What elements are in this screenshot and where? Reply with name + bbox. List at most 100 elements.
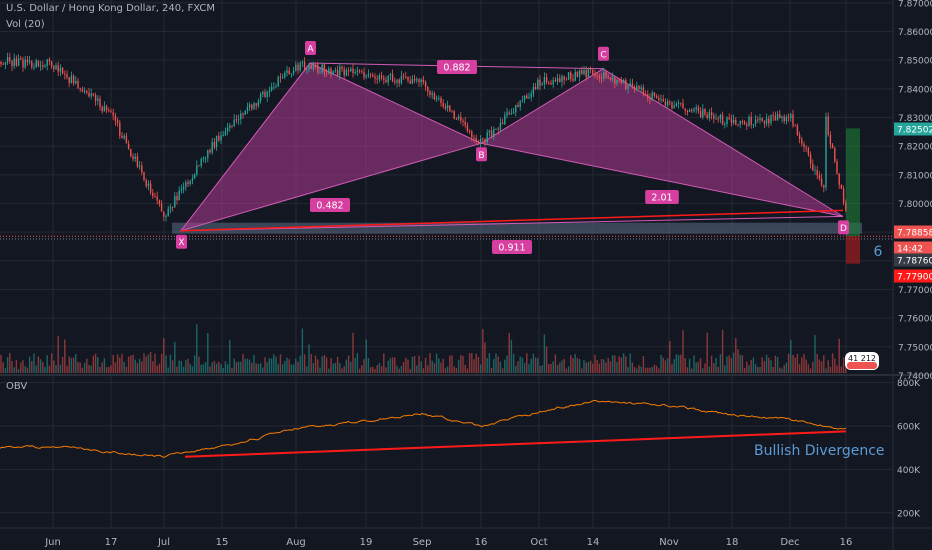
candle-body xyxy=(420,79,422,83)
candle-body xyxy=(743,122,746,125)
candle-body xyxy=(165,216,167,217)
volume-bar xyxy=(460,355,462,373)
candle-body xyxy=(389,74,392,76)
volume-bar xyxy=(581,368,583,373)
volume-bar xyxy=(627,367,629,373)
volume-bar xyxy=(57,336,59,373)
candle-body xyxy=(352,68,354,74)
candle-body xyxy=(638,85,640,90)
volume-bar xyxy=(44,366,46,373)
volume-bar xyxy=(418,355,420,373)
candle-body xyxy=(402,75,405,77)
candle-body xyxy=(396,79,398,83)
pattern-ratio: 0.911 xyxy=(492,240,532,254)
pattern-ratio-box xyxy=(645,190,679,204)
candle-body xyxy=(794,125,796,127)
candle-body xyxy=(717,118,719,120)
volume-bar xyxy=(174,341,176,373)
pattern-point-a: A xyxy=(305,41,316,56)
candle-body xyxy=(127,143,130,150)
candle-body xyxy=(675,103,678,106)
volume-bar xyxy=(158,363,161,373)
candle-body xyxy=(629,83,631,87)
volume-bar xyxy=(290,364,293,373)
candle-body xyxy=(143,172,145,181)
volume-bar xyxy=(191,366,194,373)
candle-body xyxy=(620,80,623,83)
volume-bar xyxy=(629,353,631,373)
price-tag-bg xyxy=(894,269,932,283)
volume-bar xyxy=(70,357,73,373)
candle-body xyxy=(341,66,343,69)
candle-body xyxy=(669,101,671,103)
volume-bar xyxy=(636,368,638,373)
candle-body xyxy=(596,75,598,77)
volume-bar xyxy=(125,366,128,373)
overlay-layer: X A B C D 0.882 0.482 2.01 0.911 6 41 212 xyxy=(176,41,883,370)
volume-bar xyxy=(79,362,81,373)
candle-body xyxy=(277,77,279,87)
candle-body xyxy=(237,119,240,121)
volume-bar xyxy=(171,360,174,373)
volume-bar xyxy=(178,360,180,373)
obv-layer: Bullish Divergence xyxy=(0,400,885,459)
volume-bar xyxy=(422,368,425,373)
candle-body xyxy=(427,86,429,92)
candle-body xyxy=(31,61,33,68)
price-tag: 7.78858 xyxy=(894,225,932,239)
candle-body xyxy=(565,79,568,81)
volume-bar xyxy=(233,358,235,373)
price-tick-label: 7.76000 xyxy=(898,315,932,325)
candle-body xyxy=(169,207,172,209)
volume-bar xyxy=(836,365,838,373)
candle-body xyxy=(759,118,761,121)
time-tick-label: 16 xyxy=(840,537,853,548)
volume-bar xyxy=(187,358,189,373)
candle-body xyxy=(543,77,546,84)
candle-body xyxy=(191,178,194,181)
volume-bar xyxy=(222,368,224,373)
volume-bar xyxy=(75,353,77,373)
volume-bar xyxy=(440,362,442,373)
candle-body xyxy=(248,104,251,108)
candle-body xyxy=(501,122,504,125)
candle-body xyxy=(323,64,326,74)
volume-bar xyxy=(640,366,642,373)
volume-bar xyxy=(682,330,684,373)
time-tick-label: 14 xyxy=(587,537,600,548)
candle-body xyxy=(814,170,816,171)
candle-body xyxy=(66,74,68,78)
volume-bar xyxy=(26,367,29,373)
candle-body xyxy=(119,122,121,136)
candle-body xyxy=(251,104,253,109)
candle-body xyxy=(820,178,823,185)
volume-bar xyxy=(53,360,55,373)
volume-bar xyxy=(490,367,493,373)
candle-body xyxy=(268,90,271,92)
candle-body xyxy=(526,95,528,99)
candle-body xyxy=(132,156,134,159)
candle-body xyxy=(528,97,530,99)
volume-badge: 41 212 xyxy=(845,352,879,370)
volume-bar xyxy=(816,353,818,373)
candle-body xyxy=(125,135,128,144)
pattern-ratio: 0.482 xyxy=(310,198,350,212)
pattern-point-box xyxy=(838,220,849,235)
obv-divergence-line xyxy=(184,430,847,458)
candle-body xyxy=(290,73,293,75)
candle-body xyxy=(611,77,614,80)
pattern-point-label: A xyxy=(307,45,314,55)
candle-body xyxy=(295,64,297,71)
candle-body xyxy=(440,97,442,103)
candle-body xyxy=(262,91,264,95)
candle-body xyxy=(103,106,106,112)
volume-bar xyxy=(130,355,132,373)
candle-body xyxy=(792,114,794,126)
volume-bar xyxy=(299,355,301,373)
candle-body xyxy=(664,101,667,106)
candle-body xyxy=(741,121,744,123)
candle-body xyxy=(200,158,202,167)
volume-bar xyxy=(215,363,218,373)
pattern-ratio: 2.01 xyxy=(645,190,679,204)
